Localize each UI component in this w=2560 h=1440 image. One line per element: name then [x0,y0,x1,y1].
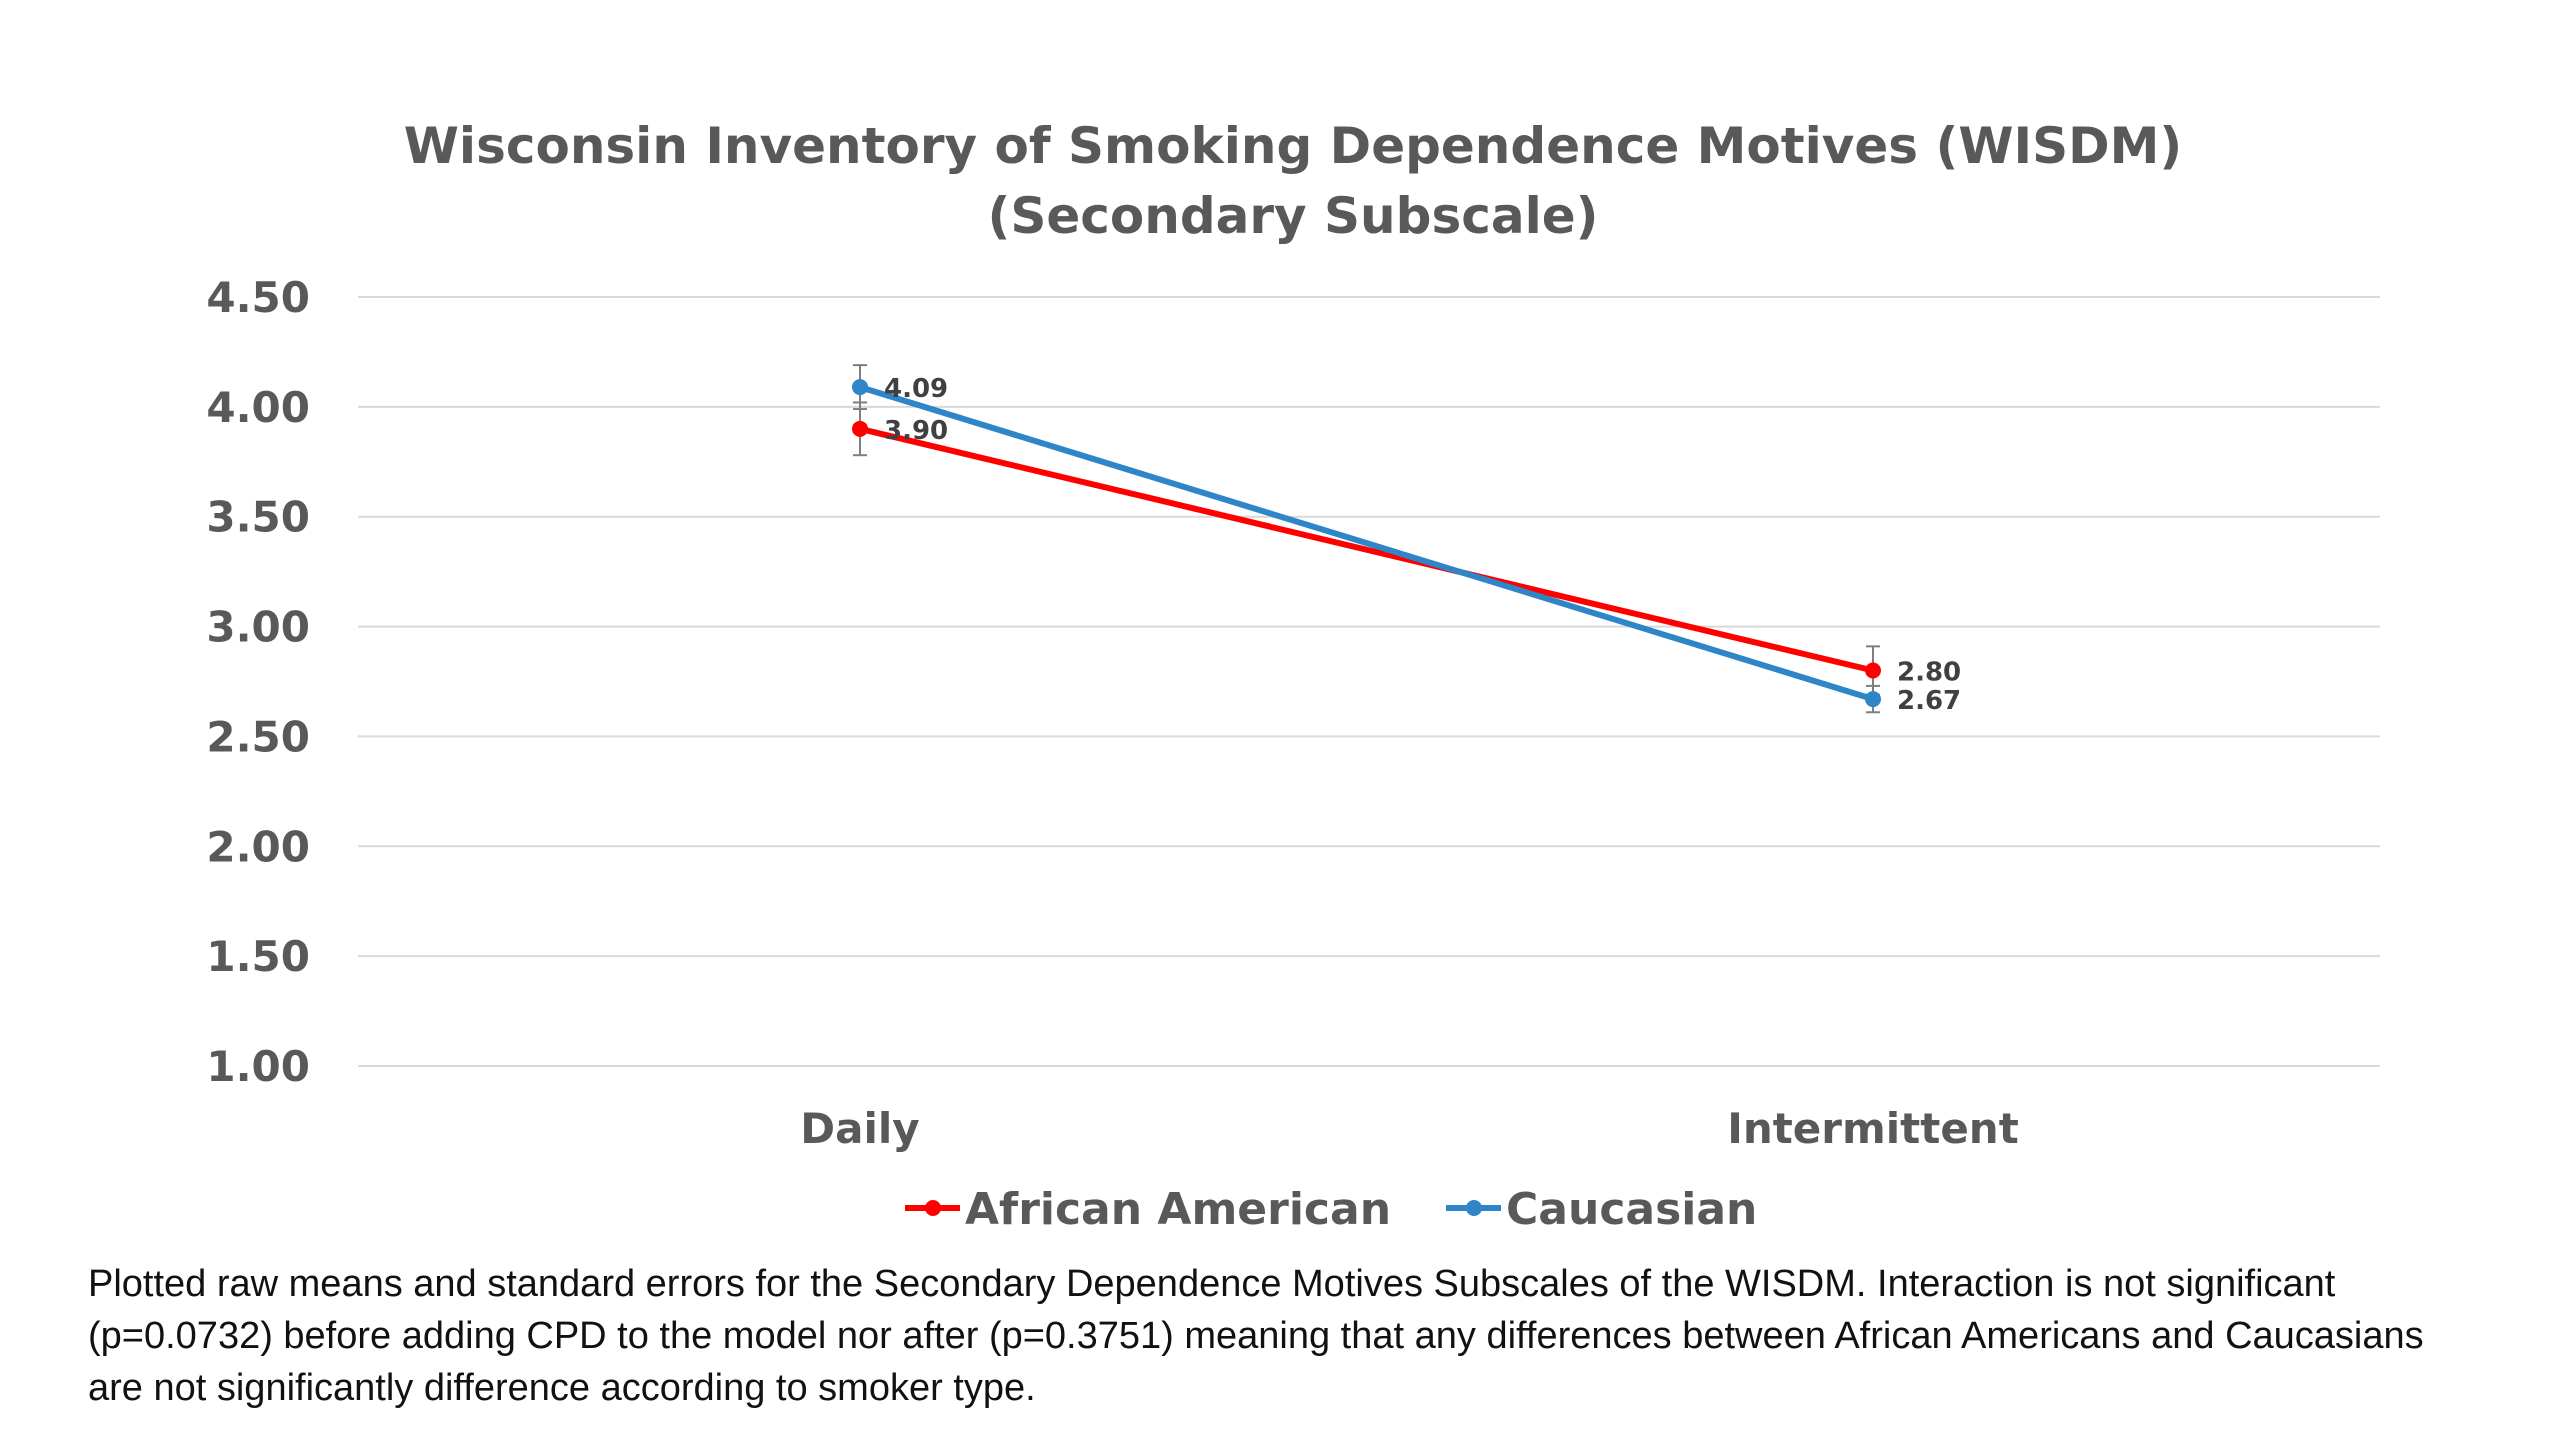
chart-subtitle: (Secondary Subscale) [988,187,1599,245]
y-axis-ticks: 1.00 1.50 2.00 2.50 3.00 3.50 4.00 4.50 [206,273,310,1091]
y-tick-label: 4.00 [206,383,310,432]
y-tick-label: 1.50 [206,932,310,981]
y-tick-label: 2.00 [206,822,310,871]
legend-swatch-marker [1466,1200,1483,1216]
data-point [852,420,868,437]
x-axis-ticks: Daily Intermittent [800,1104,2018,1153]
x-tick-label: Daily [800,1104,919,1153]
data-label: 2.67 [1897,686,1961,716]
y-tick-label: 4.50 [206,273,310,322]
data-point [1865,691,1881,708]
x-tick-label: Intermittent [1727,1104,2019,1153]
data-labels: 3.90 2.80 4.09 2.67 [884,374,1961,716]
data-label: 4.09 [884,374,948,404]
y-tick-label: 3.00 [206,603,310,652]
figure-caption: Plotted raw means and standard errors fo… [88,1263,2424,1409]
legend-item: Caucasian [1446,1184,1757,1235]
chart-title: Wisconsin Inventory of Smoking Dependenc… [404,117,2182,175]
data-label: 3.90 [884,416,948,446]
legend-item: African American [905,1184,1391,1235]
legend-swatch-marker [925,1200,941,1216]
y-tick-label: 3.50 [206,493,310,542]
series-line [859,384,1874,702]
series-african-american [852,401,1881,696]
series-caucasian [852,364,1881,714]
series-group [852,364,1881,714]
data-point [852,379,868,396]
y-tick-label: 1.00 [206,1042,310,1091]
gridlines [358,296,2380,1067]
series-line [859,425,1874,674]
data-point [1865,662,1881,679]
legend-label: Caucasian [1506,1184,1757,1235]
y-tick-label: 2.50 [206,712,310,761]
legend-label: African American [965,1184,1391,1235]
legend: African American Caucasian [905,1184,1757,1235]
data-label: 2.80 [1897,658,1961,688]
